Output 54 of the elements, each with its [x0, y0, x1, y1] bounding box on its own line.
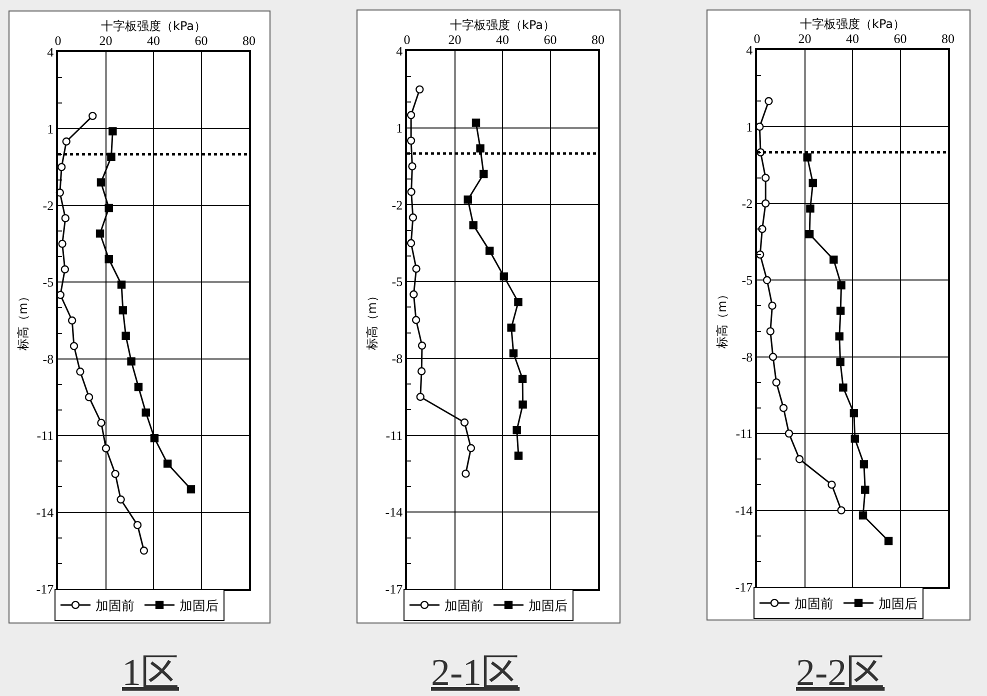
y-axis-title: 标高（m）: [16, 290, 30, 352]
x-tick-label: 20: [99, 33, 112, 48]
text: 1区: [122, 652, 179, 694]
x-tick-label: 40: [496, 32, 509, 48]
y-tick-label: -11: [386, 428, 403, 443]
x-axis-title: 十字板强度（kPa）: [101, 18, 206, 33]
x-tick-label: 0: [54, 33, 62, 48]
x-tick-label: 60: [894, 31, 907, 46]
legend-label: 加固前: [96, 599, 134, 614]
y-tick-label: -14: [36, 504, 54, 520]
y-axis-title: 标高（m）: [365, 290, 380, 351]
y-tick-label: 4: [47, 44, 54, 60]
x-tick-label: 80: [242, 33, 256, 48]
y-tick-label: -17: [385, 582, 404, 597]
x-tick-label: 40: [147, 33, 160, 48]
x-axis-title: 十字板强度（kPa）: [450, 18, 555, 32]
y-tick-label: -17: [36, 582, 54, 597]
x-tick-label: 60: [194, 33, 208, 48]
text: 2-1区: [431, 652, 520, 694]
x-tick-label: 0: [404, 32, 410, 48]
y-tick-label: -8: [392, 350, 403, 366]
legend-label: 加固前: [444, 599, 484, 614]
y-tick-label: 4: [396, 44, 404, 59]
y-tick-label: 4: [746, 42, 754, 58]
y-tick-label: 1: [746, 119, 753, 134]
y-tick-label: -11: [736, 426, 753, 442]
legend-label: 加固后: [528, 599, 568, 614]
x-tick-label: 20: [798, 31, 812, 46]
y-axis-title: 标高（m）: [715, 288, 730, 350]
legend-label: 加固后: [180, 599, 218, 614]
x-tick-label: 80: [942, 31, 954, 46]
y-tick-label: 1: [396, 120, 403, 136]
x-tick-label: 0: [754, 31, 760, 46]
y-tick-label: -5: [392, 274, 403, 290]
y-tick-label: -11: [36, 428, 54, 444]
y-tick-label: -2: [742, 196, 753, 211]
y-tick-label: -2: [42, 198, 54, 213]
y-tick-label: -14: [385, 504, 404, 520]
y-tick-label: -8: [742, 349, 753, 364]
y-tick-label: -2: [392, 197, 403, 212]
x-tick-label: 60: [544, 32, 557, 48]
y-tick-label: -5: [742, 272, 753, 288]
legend-label: 加固后: [878, 597, 918, 612]
x-tick-label: 20: [448, 32, 462, 48]
x-tick-label: 40: [846, 31, 859, 46]
y-tick-label: -8: [42, 351, 54, 366]
y-tick-label: -5: [42, 274, 54, 290]
x-axis-title: 十字板强度（kPa）: [800, 16, 905, 31]
text: 2-2区: [796, 652, 885, 694]
legend-label: 加固前: [794, 597, 834, 612]
y-tick-label: -17: [735, 580, 754, 595]
y-tick-label: 1: [47, 121, 54, 136]
y-tick-label: -14: [735, 502, 754, 518]
x-tick-label: 80: [592, 32, 604, 48]
